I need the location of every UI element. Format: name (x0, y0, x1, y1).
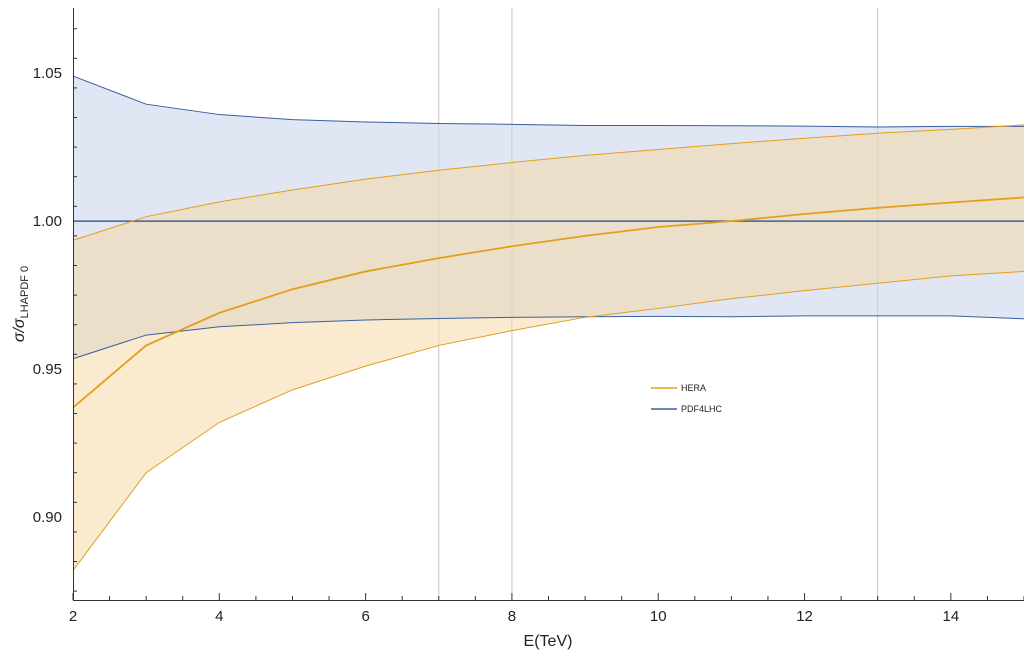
uncertainty-bands (73, 76, 1024, 571)
line-pdf4lhc-upper (72, 75, 1024, 128)
legend: HERA PDF4LHC (651, 383, 723, 414)
y-tick-label: 1.05 (33, 65, 62, 82)
line-hera-lower (72, 270, 1024, 571)
legend-label-hera: HERA (681, 383, 706, 393)
axes (73, 8, 1024, 601)
x-tick-label: 12 (796, 608, 813, 625)
x-tick-label: 8 (508, 608, 516, 625)
y-tick-label: 1.00 (33, 213, 62, 230)
x-tick-label: 10 (650, 608, 667, 625)
legend-label-pdf4lhc: PDF4LHC (681, 404, 723, 414)
line-hera-central (72, 196, 1024, 409)
series-lines (72, 75, 1024, 571)
y-axis-title-main: σ/σ (11, 317, 28, 342)
x-tick-label: 2 (69, 608, 77, 625)
y-tick-label: 0.95 (33, 361, 62, 378)
x-tick-label: 14 (943, 608, 960, 625)
y-axis-title-sub: LHAPDF 0 (19, 266, 31, 319)
x-axis-title: E(TeV) (524, 633, 573, 650)
band-hera (73, 124, 1024, 571)
line-hera-upper (72, 124, 1024, 241)
x-tick-label: 6 (361, 608, 369, 625)
y-axis-title: σ/σLHAPDF 0 (11, 266, 31, 342)
ticks: 2 4 6 8 10 12 14 0.90 0.95 1.00 1.05 (33, 28, 1024, 625)
y-tick-label: 0.90 (33, 509, 62, 526)
line-pdf4lhc-lower (72, 315, 1024, 360)
x-tick-label: 4 (215, 608, 223, 625)
